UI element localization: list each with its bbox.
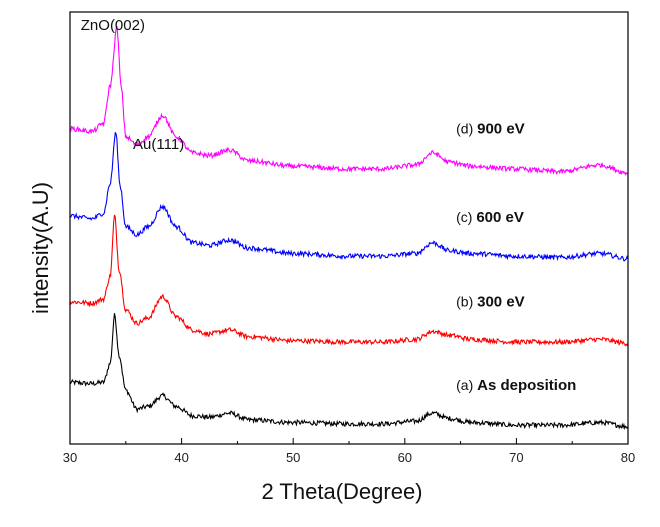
series-line-d [69, 25, 629, 176]
labels-layer: (a) As deposition (b) 300 eV (c) 600 eV (d)… [81, 17, 577, 394]
series-line-a [69, 313, 629, 431]
x-tick-label: 50 [286, 450, 300, 465]
series-label-name: 300 eV [477, 294, 525, 311]
series-label-name: 600 eV [476, 209, 524, 226]
series-label-prefix: (a) [456, 377, 477, 393]
series-label-c: (c) 600 eV [456, 209, 524, 226]
peak-label-zno002: ZnO(002) [81, 17, 145, 34]
series-label-d: (d) 900 eV [456, 121, 525, 138]
series-line-b [69, 214, 629, 347]
series-label-a: (a) As deposition [456, 377, 576, 394]
x-tick-label: 30 [63, 450, 77, 465]
x-tick-label: 70 [509, 450, 523, 465]
x-tick-label: 80 [621, 450, 635, 465]
series-line-c [69, 132, 629, 262]
x-axis-title: 2 Theta(Degree) [261, 479, 422, 504]
series-label-b: (b) 300 eV [456, 294, 525, 311]
series-label-prefix: (d) [456, 121, 477, 137]
peak-label-au111: Au(111) [133, 136, 184, 153]
axes-layer: 30 40 50 60 70 80 [63, 11, 635, 465]
x-tick-label: 40 [174, 450, 188, 465]
series-layer [69, 25, 629, 431]
x-tick-label: 60 [398, 450, 412, 465]
series-label-name: As deposition [477, 377, 576, 394]
series-label-name: 900 eV [477, 121, 525, 138]
series-label-prefix: (c) [456, 209, 476, 225]
y-axis-title: intensity(A.U) [28, 182, 53, 314]
series-label-prefix: (b) [456, 294, 477, 310]
